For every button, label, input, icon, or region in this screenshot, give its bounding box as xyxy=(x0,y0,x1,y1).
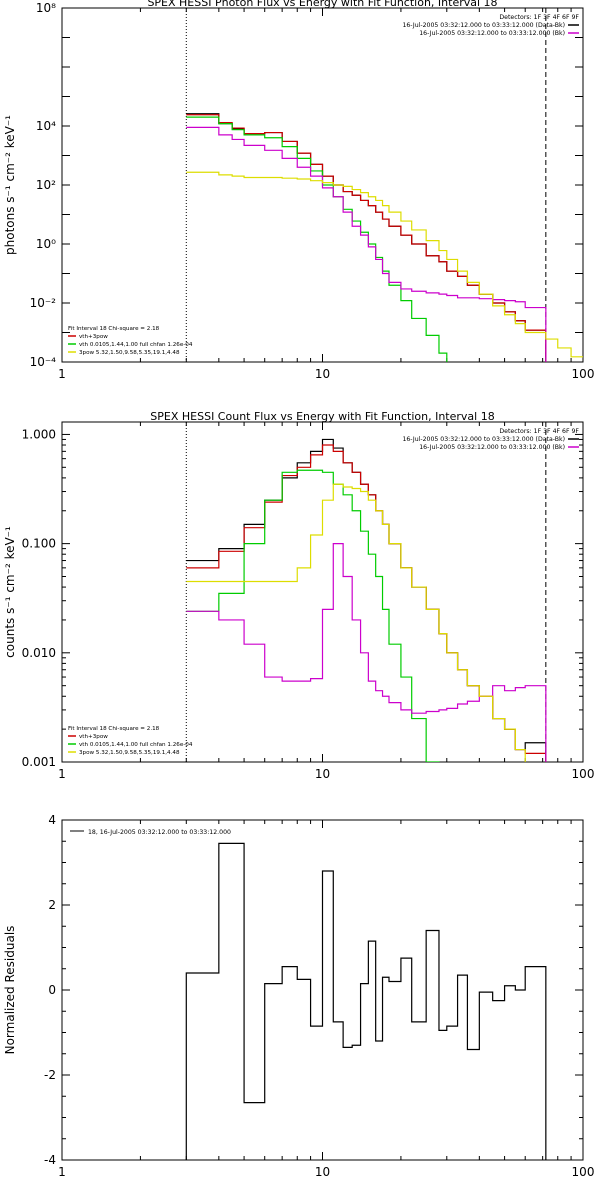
series-1-line xyxy=(186,114,547,362)
y-tick-label: 10⁸ xyxy=(36,1,56,15)
series-3-line xyxy=(186,543,547,762)
legend-top-entry: Detectors: 1F 3F 4F 6F 9F xyxy=(499,14,579,21)
series-4-line xyxy=(186,171,583,358)
legend-top-entry: 16-Jul-2005 03:32:12.000 to 03:33:12.000… xyxy=(419,444,565,451)
series-1-line xyxy=(186,444,547,762)
chart-title: SPEX HESSI Photon Flux vs Energy with Fi… xyxy=(147,0,497,9)
y-tick-label: 10⁰ xyxy=(36,237,56,251)
series-0-line xyxy=(185,842,547,1160)
series-4-line xyxy=(186,483,547,762)
plot-frame xyxy=(61,421,584,763)
y-tick-label: 1.000 xyxy=(22,427,56,441)
legend-bottom-entry: Fit Interval 18 Chi-square = 2.18 xyxy=(68,726,160,732)
count-flux-panel: SPEX HESSI Count Flux vs Energy with Fit… xyxy=(3,410,595,781)
series-0-line xyxy=(186,438,547,762)
x-tick-label: 1 xyxy=(58,367,66,381)
y-tick-label: -4 xyxy=(44,1153,56,1167)
chart-title: SPEX HESSI Count Flux vs Energy with Fit… xyxy=(150,410,494,423)
y-tick-label: 10⁻² xyxy=(30,296,57,310)
series-0-line xyxy=(186,113,547,362)
legend-bottom-entry: 3pow 5.32,1.50,9.58,5.35,19.1,4.48 xyxy=(79,750,180,756)
y-tick-label: 0.001 xyxy=(22,755,56,769)
y-tick-label: 2 xyxy=(48,898,56,912)
legend-bottom-entry: Fit Interval 18 Chi-square = 2.18 xyxy=(68,326,160,332)
series-2-line xyxy=(186,469,448,762)
legend-top-entry: 16-Jul-2005 03:32:12.000 to 03:33:12.000… xyxy=(402,22,565,29)
legend-top-entry: 18, 16-Jul-2005 03:32:12.000 to 03:33:12… xyxy=(88,829,231,836)
x-tick-label: 10 xyxy=(315,1165,330,1179)
residuals-panel: Normalized Residuals 1 10 100 -4 -2 0 2 4 18, 16-… xyxy=(3,813,594,1179)
y-tick-label: 10⁻⁴ xyxy=(30,355,57,369)
y-tick-label: 0 xyxy=(48,983,56,997)
x-tick-label: 1 xyxy=(58,1165,66,1179)
series-3-line xyxy=(186,126,547,362)
x-tick-label: 100 xyxy=(572,367,595,381)
y-tick-label: -2 xyxy=(44,1068,56,1082)
x-tick-label: 10 xyxy=(315,767,330,781)
y-tick-label: 10⁴ xyxy=(36,119,56,133)
y-axis-label: counts s⁻¹ cm⁻² keV⁻¹ xyxy=(3,526,17,658)
y-axis-label: Normalized Residuals xyxy=(3,926,17,1055)
photon-flux-panel: SPEX HESSI Photon Flux vs Energy with Fi… xyxy=(3,0,594,381)
legend-bottom-entry: vth+3pow xyxy=(79,334,108,340)
y-tick-label: 10² xyxy=(36,178,56,192)
legend-top-entry: 16-Jul-2005 03:32:12.000 to 03:33:12.000… xyxy=(419,30,565,37)
x-tick-label: 10 xyxy=(315,367,330,381)
legend-top-entry: Detectors: 1F 3F 4F 6F 9F xyxy=(499,428,579,435)
legend-bottom-entry: 3pow 5.32,1.50,9.58,5.35,19.1,4.48 xyxy=(79,350,180,356)
x-tick-label: 100 xyxy=(572,1165,595,1179)
y-tick-label: 0.100 xyxy=(22,537,56,551)
legend-bottom-entry: vth+3pow xyxy=(79,734,108,740)
y-axis-label: photons s⁻¹ cm⁻² keV⁻¹ xyxy=(3,115,17,255)
legend-top-entry: 16-Jul-2005 03:32:12.000 to 03:33:12.000… xyxy=(402,436,565,443)
x-tick-label: 100 xyxy=(572,767,595,781)
y-tick-label: 4 xyxy=(48,813,56,827)
x-tick-label: 1 xyxy=(58,767,66,781)
legend-bottom-entry: vth 0.0105,1.44,1.00 full chfan 1.26e-04 xyxy=(79,742,193,748)
legend-bottom-entry: vth 0.0105,1.44,1.00 full chfan 1.26e-04 xyxy=(79,342,193,348)
y-tick-label: 0.010 xyxy=(22,646,56,660)
